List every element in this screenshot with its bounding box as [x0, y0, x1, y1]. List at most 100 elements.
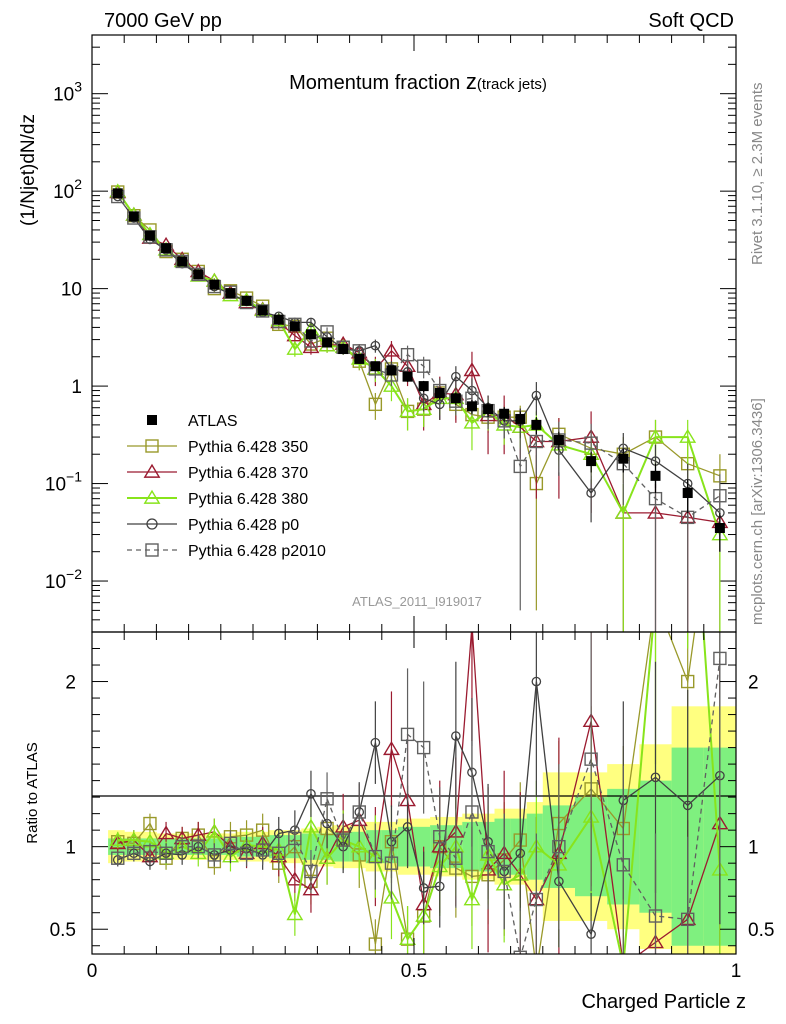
analysis-watermark: ATLAS_2011_I919017 — [352, 594, 482, 609]
data-point — [239, 846, 254, 860]
data-point — [302, 881, 320, 896]
x-tick-label: 0 — [87, 961, 98, 982]
y-tick-label: 102 — [53, 176, 82, 203]
data-point — [368, 397, 383, 412]
data-point — [386, 365, 397, 376]
data-point — [272, 846, 286, 860]
ratio-panel: 0.5 0.5 1 1 2 2 0 0.5 1 Ratio to ATLAS Charged P… — [24, 631, 774, 1013]
data-point — [497, 864, 511, 879]
data-point — [383, 377, 400, 392]
data-point — [402, 822, 413, 832]
y-tick-exponent: 2 — [74, 176, 82, 192]
data-point — [320, 792, 334, 806]
data-point — [679, 428, 697, 443]
x-axis-label: Charged Particle z — [581, 991, 746, 1013]
ratio-y-tick-label: 1 — [65, 838, 76, 859]
main-y-axis-label: (1/Njet)dN/dz — [18, 114, 39, 226]
data-point — [273, 314, 284, 325]
data-point — [465, 805, 479, 819]
legend-marker — [143, 489, 161, 504]
main-panel: 10−2 10−1 1 10 102 103 Momentum fraction z(tr… — [18, 34, 737, 633]
ratio-y-tick-label-right: 1 — [748, 838, 759, 859]
data-point — [370, 340, 381, 351]
data-point — [713, 651, 727, 666]
data-point — [513, 950, 527, 954]
data-point — [586, 929, 596, 940]
main-axis-ticks: 10−2 10−1 1 10 102 103 — [45, 34, 737, 633]
header-left: 7000 GeV pp — [104, 10, 222, 32]
data-point — [681, 912, 695, 927]
data-point — [338, 344, 349, 355]
data-point — [177, 256, 188, 267]
data-point — [399, 930, 416, 945]
data-point — [714, 523, 725, 534]
data-point — [305, 329, 316, 340]
data-point — [531, 390, 542, 401]
data-point — [449, 851, 463, 865]
legend-item: ATLAS — [147, 413, 238, 430]
data-point — [648, 909, 663, 923]
data-point — [109, 835, 127, 850]
data-point — [302, 818, 320, 833]
y-tick-exponent: −2 — [66, 566, 82, 582]
title-sub-text: (track jets) — [477, 76, 547, 93]
data-point — [415, 400, 433, 415]
data-point — [207, 848, 222, 862]
legend-label: Pythia 6.428 350 — [188, 439, 308, 456]
x-tick-label: 1 — [731, 961, 742, 982]
data-point — [531, 676, 542, 687]
y-tick-exponent: 3 — [74, 79, 82, 95]
data-point — [529, 892, 544, 907]
legend-item: Pythia 6.428 p0 — [127, 517, 299, 534]
data-point — [383, 342, 400, 357]
data-point — [418, 883, 429, 893]
legend-label: Pythia 6.428 p2010 — [188, 543, 326, 560]
data-point — [399, 403, 416, 418]
data-point — [586, 456, 597, 467]
data-point — [586, 488, 596, 498]
data-point — [370, 361, 381, 372]
legend-item: Pythia 6.428 350 — [127, 439, 308, 456]
data-point — [614, 504, 632, 519]
y-tick-label: 10−1 — [45, 469, 82, 496]
data-point — [127, 846, 141, 860]
band-stat — [414, 826, 431, 867]
data-point — [416, 359, 431, 373]
data-point — [175, 839, 189, 854]
data-point — [286, 327, 304, 342]
y-tick-exponent: −1 — [66, 469, 82, 485]
data-point — [463, 414, 481, 429]
legend: ATLAS Pythia 6.428 350 Pythia 6.428 370 Pyt… — [127, 413, 326, 560]
title-z-text: z — [466, 69, 477, 94]
data-point — [306, 317, 316, 328]
legend-marker — [147, 415, 157, 425]
legend-label: Pythia 6.428 p0 — [188, 517, 299, 534]
data-point — [368, 849, 383, 864]
data-point — [618, 453, 629, 464]
data-point — [433, 830, 447, 844]
y-tick-label: 10 — [61, 280, 82, 301]
data-point — [286, 340, 304, 355]
band-stat — [526, 813, 544, 880]
data-point — [513, 459, 527, 474]
data-point — [318, 850, 336, 865]
data-point — [416, 740, 431, 755]
data-point — [286, 906, 304, 921]
data-point — [288, 831, 302, 846]
data-point — [616, 959, 630, 971]
title-main-text: Momentum fraction — [289, 72, 466, 94]
data-point — [650, 470, 661, 481]
data-point — [530, 965, 542, 977]
data-point — [647, 428, 664, 443]
data-point — [159, 846, 173, 860]
data-point — [143, 844, 157, 859]
legend-label: Pythia 6.428 380 — [188, 491, 308, 508]
data-point — [681, 674, 695, 689]
data-point — [553, 434, 564, 445]
data-point — [584, 436, 598, 450]
data-point — [109, 831, 127, 846]
data-point — [191, 839, 205, 854]
data-point — [584, 752, 598, 766]
data-point — [616, 858, 630, 872]
